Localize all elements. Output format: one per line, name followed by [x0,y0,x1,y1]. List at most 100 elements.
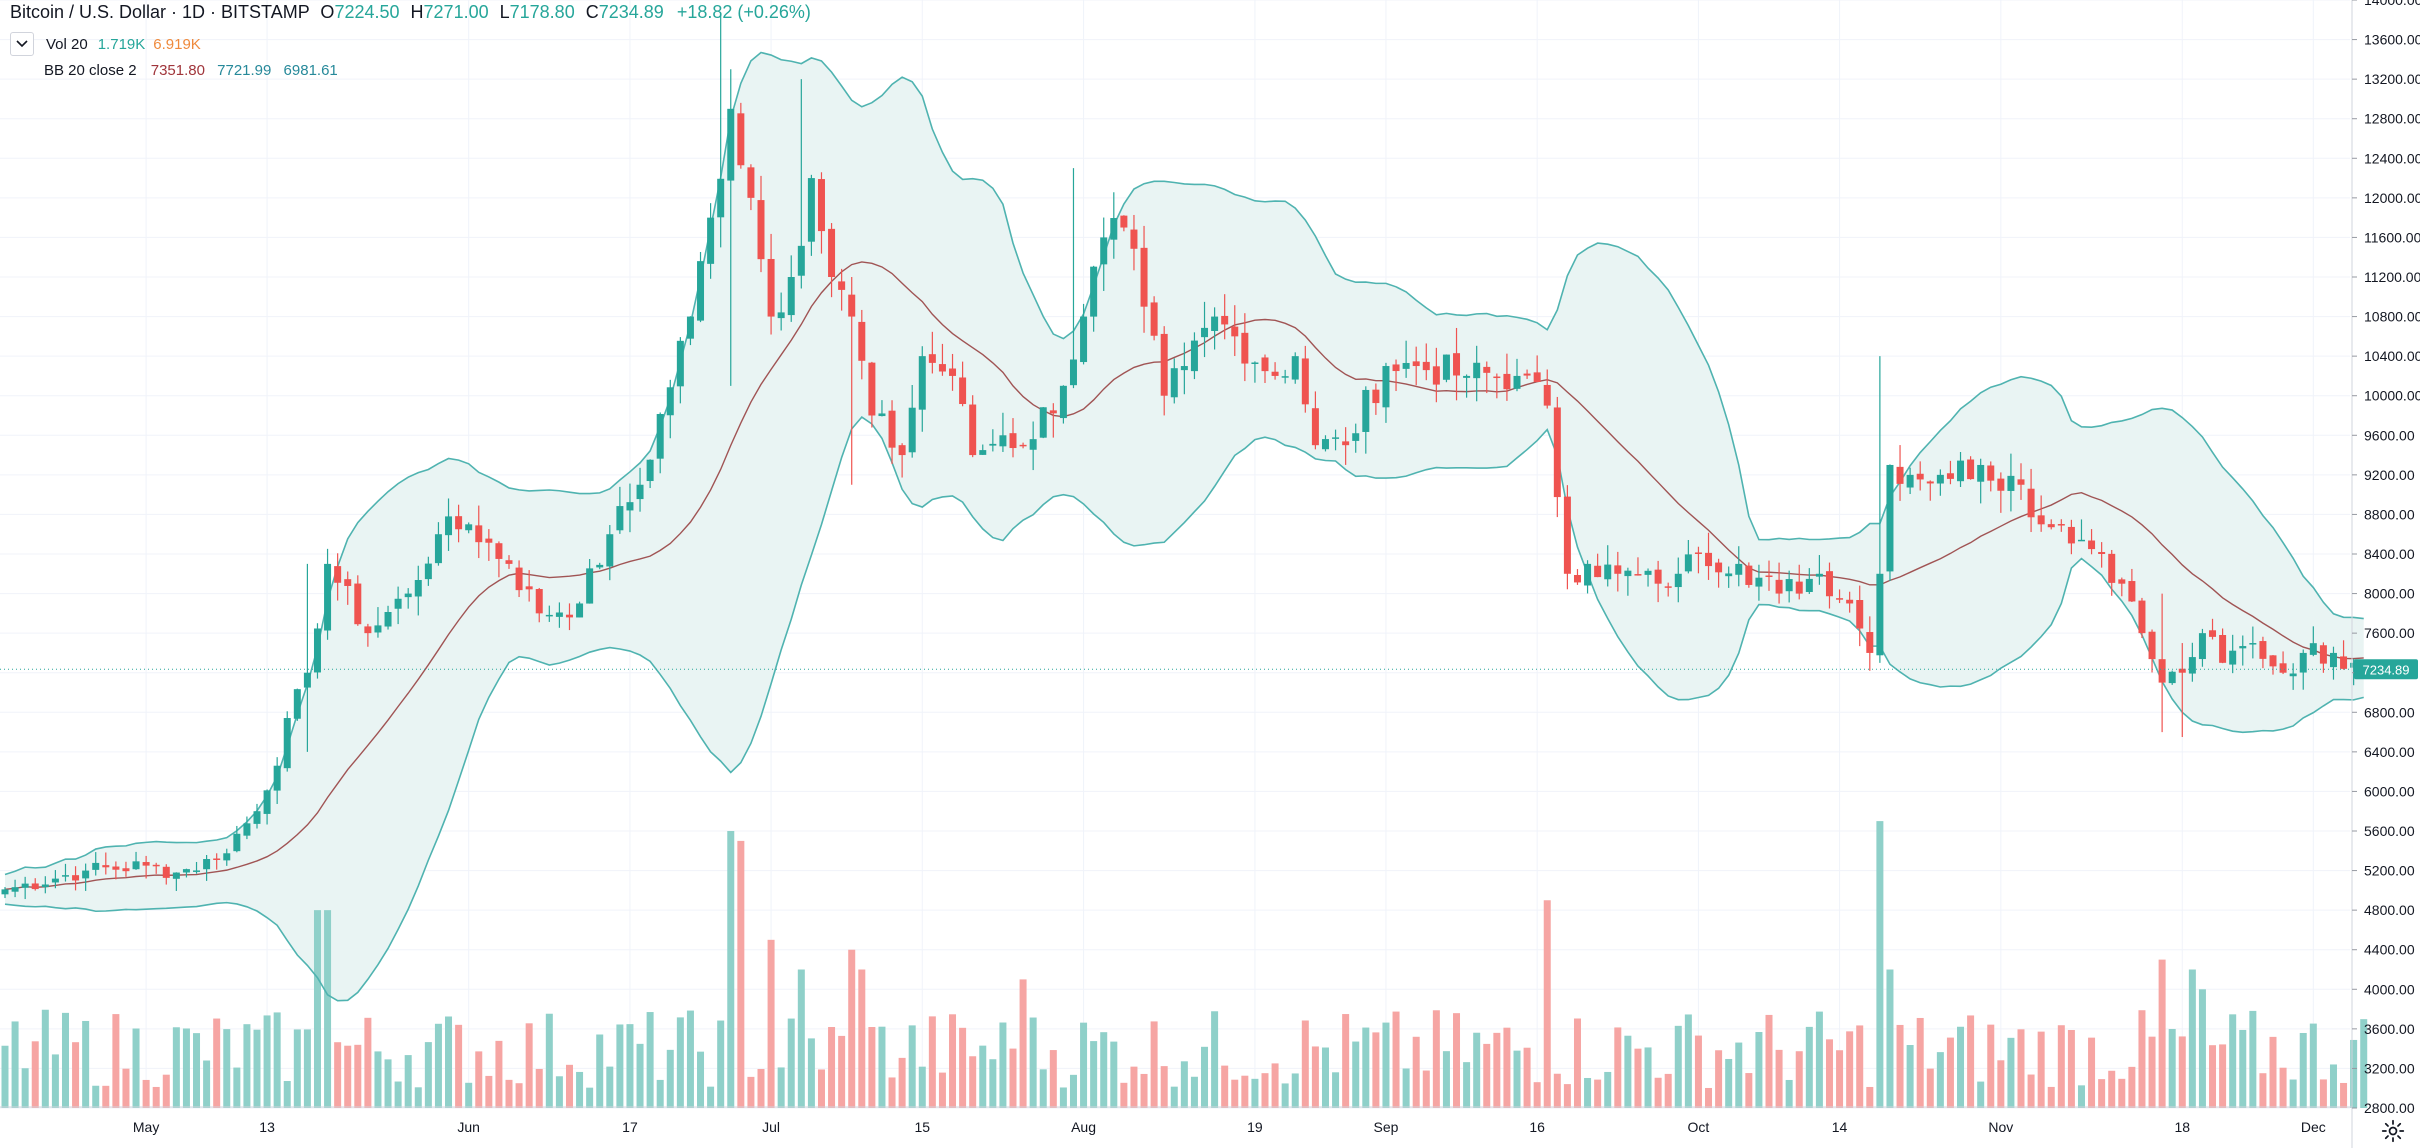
candle-body [1735,563,1743,575]
volume-bar [1009,1048,1017,1108]
volume-bar [475,1051,483,1108]
candle-body [1503,373,1511,390]
candle-body [1513,375,1521,389]
candle-body [364,626,372,634]
candle-body [354,583,362,625]
candle-body [344,579,352,586]
volume-bar [21,1068,29,1108]
candle-body [777,312,785,319]
volume-bar [364,1017,372,1108]
volume-bar [1221,1065,1229,1108]
volume-bar [1311,1046,1319,1108]
volume-bar [656,1079,664,1108]
volume-bar [848,949,856,1108]
candle-body [1150,302,1158,336]
collapse-legend-button[interactable] [10,32,34,56]
y-tick-label: 13200.00 [2364,71,2420,87]
volume-bar [1896,1024,1904,1108]
candle-body [1422,361,1430,371]
candle-body [2249,643,2257,645]
volume-bar [1735,1042,1743,1108]
volume-bar [2128,1066,2136,1108]
candle-body [2329,652,2337,668]
candle-body [928,354,936,363]
volume-bar [1473,1032,1481,1108]
candle-body [1926,481,1934,484]
y-tick-label: 11600.00 [2364,229,2420,245]
candle-body [1311,408,1319,446]
volume-bar [1130,1066,1138,1108]
candle-body [1825,571,1833,597]
volume-bar [868,1027,876,1108]
volume-bar [11,1021,19,1108]
y-tick-label: 4000.00 [2364,981,2415,997]
candle-body [1775,579,1783,594]
volume-bar [2239,1029,2247,1108]
candle-body [505,560,513,564]
volume-bar [1906,1045,1914,1108]
volume-bar [495,1040,503,1108]
volume-bar [2007,1037,2015,1108]
volume-bar [2077,1085,2085,1108]
candle-body [1170,368,1178,398]
candle-body [1916,473,1924,480]
volume-bar [354,1044,362,1108]
candle-body [82,870,90,879]
volume-bar [1352,1041,1360,1108]
candle-body [555,612,563,617]
volume-bar [1594,1079,1602,1108]
candle-body [1967,459,1975,480]
candle-body [72,875,80,881]
candle-body [1624,570,1632,577]
candle-body [1231,326,1239,337]
volume-bar [1201,1046,1209,1108]
volume-bar [787,1018,795,1108]
volume-bar [182,1028,190,1108]
candle-body [1251,362,1259,364]
candle-body [2209,630,2217,637]
candle-body [1473,362,1481,379]
candle-body [1190,340,1198,372]
volume-bar [959,1027,967,1108]
volume-bar [1624,1035,1632,1108]
volume-bar [676,1017,684,1108]
volume-bar [445,1016,453,1108]
volume-bar [1261,1073,1269,1108]
y-tick-label: 4400.00 [2364,942,2415,958]
volume-bar [2299,1032,2307,1108]
candle-body [2299,652,2307,673]
close-value: 7234.89 [598,2,664,22]
candle-body [152,864,160,867]
candle-body [1674,573,1682,588]
x-tick-label: Sep [1373,1119,1398,1135]
candle-body [1553,407,1561,498]
candle-body [1725,573,1733,577]
volume-bar [1886,969,1894,1108]
volume-bar [394,1081,402,1108]
candle-body [1745,565,1753,585]
candle-body [1392,364,1400,372]
price-tag-bg [2354,659,2418,680]
candle-body [455,516,463,530]
volume-bar [102,1085,110,1108]
gear-icon[interactable] [2380,1118,2406,1144]
volume-bar [737,840,745,1108]
candle-body [2108,553,2116,583]
volume-bar [949,1014,957,1108]
volume-bar [1725,1058,1733,1108]
volume-bar [213,1018,221,1108]
volume-bar [2168,1028,2176,1108]
volume-bar [918,1066,926,1108]
candle-body [434,534,442,564]
y-tick-label: 9200.00 [2364,467,2415,483]
candle-body [959,377,967,405]
volume-bar [404,1055,412,1108]
candle-body [334,566,342,583]
y-tick-label: 6000.00 [2364,783,2415,799]
volume-bar [193,1033,201,1108]
candle-body [1977,464,1985,482]
volume-bar [1059,1087,1067,1108]
volume-bar [1775,1049,1783,1108]
candle-body [1493,376,1501,379]
